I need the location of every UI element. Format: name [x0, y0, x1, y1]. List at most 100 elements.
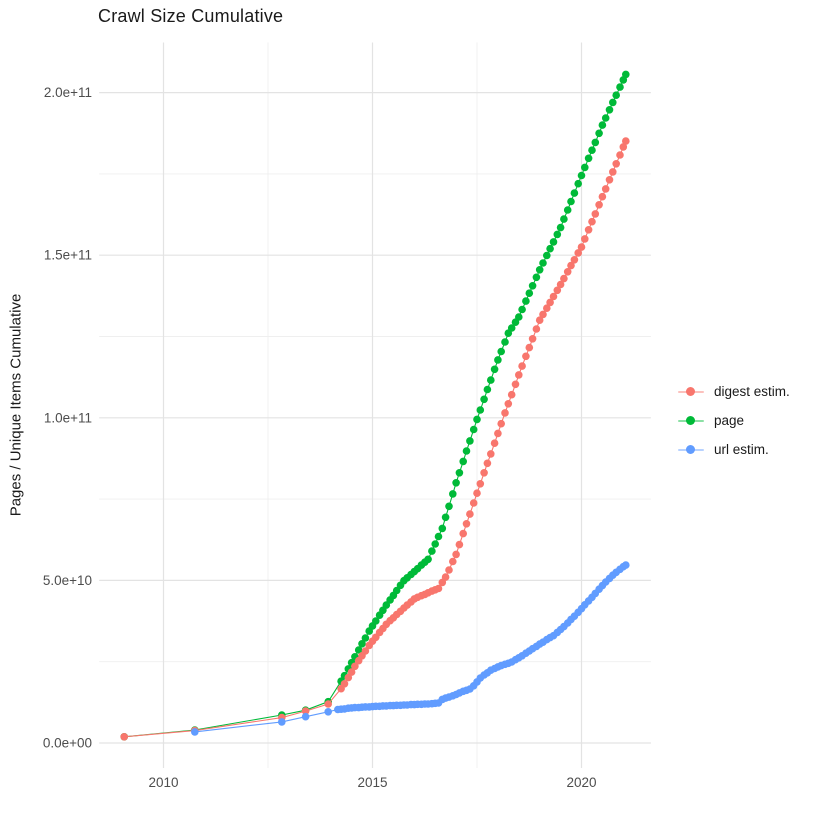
y-axis-title: Pages / Unique Items Cumulative: [7, 293, 25, 517]
data-point: [584, 226, 593, 234]
data-point: [497, 347, 506, 356]
data-point: [490, 439, 499, 448]
series-url-estim: [191, 561, 630, 736]
data-point: [577, 171, 586, 180]
data-point: [616, 83, 624, 91]
data-point: [459, 457, 468, 466]
data-point: [605, 176, 614, 184]
data-point: [535, 316, 544, 325]
data-point: [301, 712, 310, 721]
legend-item-page: page: [678, 406, 790, 435]
data-point: [616, 151, 624, 159]
data-point: [462, 447, 471, 455]
data-point: [301, 707, 310, 715]
data-point: [525, 289, 534, 298]
data-point: [563, 268, 572, 276]
data-point: [532, 325, 541, 333]
data-point: [497, 419, 506, 428]
data-point: [553, 230, 562, 239]
data-point: [434, 532, 443, 541]
data-point: [567, 261, 575, 270]
data-point: [455, 540, 464, 549]
data-point: [598, 192, 607, 201]
data-point: [622, 70, 630, 79]
y-tick-label: 1.0e+11: [44, 410, 92, 425]
data-point: [372, 617, 380, 625]
data-point: [549, 238, 558, 246]
data-point: [601, 114, 610, 122]
data-point: [428, 547, 436, 555]
series-digest-estim: [120, 137, 630, 741]
data-point: [525, 343, 534, 352]
data-point: [543, 304, 551, 313]
data-point: [382, 601, 391, 609]
data-point: [392, 586, 401, 595]
data-point: [476, 406, 485, 414]
data-point: [546, 298, 554, 307]
data-point: [434, 584, 443, 593]
data-point: [560, 215, 568, 223]
data-point: [622, 137, 630, 145]
data-point: [480, 395, 488, 404]
data-point: [351, 662, 359, 671]
data-point: [619, 143, 628, 151]
data-point: [556, 280, 565, 289]
x-tick-labels: 2010 2015 2020: [148, 775, 596, 790]
data-point: [605, 106, 614, 114]
data-point: [344, 673, 353, 682]
data-point: [515, 371, 523, 379]
data-point: [438, 524, 447, 533]
data-point: [487, 450, 495, 458]
legend: digest estim. page url estim.: [678, 377, 790, 464]
data-point: [601, 185, 610, 193]
data-point: [483, 385, 492, 394]
data-point: [546, 244, 554, 253]
data-point: [595, 201, 603, 209]
data-point: [570, 189, 579, 197]
data-point: [483, 459, 492, 468]
data-point: [120, 733, 128, 741]
data-point: [528, 335, 537, 343]
legend-label-digest-estim: digest estim.: [714, 384, 790, 399]
data-point: [612, 91, 620, 99]
data-point: [612, 160, 620, 168]
data-point: [480, 469, 488, 477]
y-tick-label: 0.0e+00: [43, 736, 92, 751]
data-point: [354, 646, 363, 654]
data-point: [476, 480, 485, 488]
legend-dot-swatch: [686, 386, 695, 396]
data-point: [452, 550, 460, 559]
data-point: [469, 425, 478, 434]
data-point: [584, 154, 593, 163]
data-point: [473, 489, 481, 498]
data-point: [535, 266, 544, 274]
data-point: [487, 376, 495, 384]
data-point: [574, 179, 582, 188]
data-point: [588, 217, 596, 226]
data-point: [504, 400, 513, 408]
data-point: [581, 163, 589, 172]
y-tick-label: 1.5e+11: [44, 248, 92, 263]
y-tick-label: 2.0e+11: [44, 85, 92, 100]
data-point: [459, 529, 468, 538]
gridlines: [99, 42, 651, 768]
data-point: [532, 273, 541, 282]
data-point: [494, 429, 502, 438]
data-point: [445, 566, 453, 574]
data-point: [494, 356, 502, 364]
data-point: [549, 292, 558, 301]
data-point: [445, 502, 453, 511]
legend-label-url-estim: url estim.: [714, 442, 769, 457]
data-point: [507, 324, 516, 332]
data-point: [598, 121, 607, 129]
data-point: [567, 197, 575, 206]
data-point: [501, 338, 509, 346]
data-point: [609, 98, 617, 107]
legend-key-line-dot-icon: [678, 386, 704, 397]
y-tick-labels: 0.0e+00 5.0e+10 1.0e+11 1.5e+11 2.0e+11: [43, 85, 92, 750]
data-point: [591, 138, 600, 147]
data-point: [591, 210, 600, 218]
legend-item-digest-estim: digest estim.: [678, 377, 790, 406]
data-point: [424, 555, 432, 564]
